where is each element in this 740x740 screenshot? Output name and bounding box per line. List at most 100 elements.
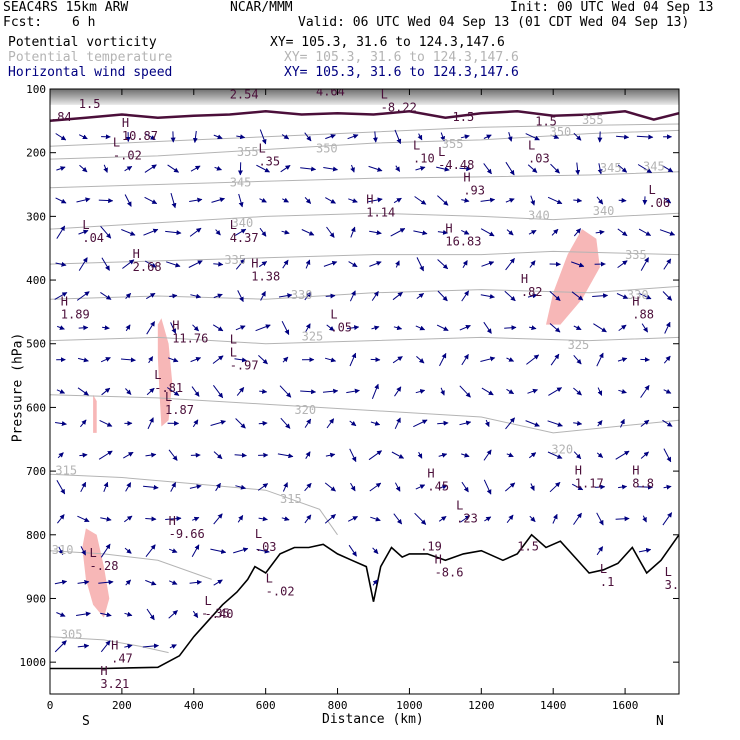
wind-vector xyxy=(125,388,132,395)
wind-vector xyxy=(347,134,359,140)
pv-extremum-label: H .47 xyxy=(111,638,133,665)
wind-vector xyxy=(57,325,65,330)
wind-vector xyxy=(685,482,695,491)
wind-vector xyxy=(617,260,628,269)
isentrope-line xyxy=(50,394,679,434)
isentrope-label: 320 xyxy=(551,442,573,456)
wind-vector xyxy=(325,293,336,299)
pv-extremum-label: 4.64 xyxy=(316,84,345,98)
wind-vector xyxy=(189,197,203,203)
wind-vector xyxy=(638,292,652,300)
wind-vector xyxy=(506,357,515,362)
wind-vector xyxy=(595,484,606,490)
wind-vector xyxy=(372,547,379,554)
wind-vector xyxy=(125,293,132,299)
wind-vector xyxy=(663,389,672,394)
wind-vector xyxy=(192,516,200,522)
wind-vector xyxy=(148,356,154,364)
wind-vector xyxy=(76,611,91,617)
wind-vector xyxy=(415,166,426,171)
wind-vector xyxy=(484,516,492,522)
wind-vector xyxy=(125,482,132,492)
wind-vector xyxy=(436,324,449,331)
pv-extremum-label: L -.81 xyxy=(154,368,183,395)
pv-label-line: 3.87 xyxy=(665,578,694,592)
legend-pv-name: Potential vorticity xyxy=(8,35,157,50)
high-pv-patch xyxy=(93,394,97,433)
wind-vector xyxy=(282,197,289,203)
wind-vector xyxy=(324,482,336,492)
pv-extremum-label: 1.5 xyxy=(535,114,557,128)
isentrope-label: 340 xyxy=(593,204,615,218)
wind-vector xyxy=(143,228,159,236)
x-axis-label: Distance (km) xyxy=(322,712,424,727)
wind-vector xyxy=(663,355,671,364)
wind-vector xyxy=(235,325,246,331)
pv-label-line: .19 xyxy=(420,540,442,554)
wind-vector xyxy=(484,419,490,428)
wind-vector xyxy=(685,515,694,522)
wind-vector xyxy=(481,387,494,396)
pv-label-line: -4.48 xyxy=(438,158,474,172)
pv-label-line: L xyxy=(330,307,337,321)
pv-label-line: .1 xyxy=(600,575,614,589)
isentrope-label: 330 xyxy=(291,288,313,302)
wind-vector xyxy=(77,643,90,649)
pv-label-line: 2.68 xyxy=(133,260,162,274)
wind-vector xyxy=(394,482,401,492)
isentrope-line xyxy=(50,550,212,580)
wind-vector xyxy=(417,451,423,459)
pv-extremum-label: H -9.66 xyxy=(169,514,205,541)
wind-vector xyxy=(640,451,649,459)
x-tick-label: 800 xyxy=(328,699,348,712)
wind-vector xyxy=(369,230,382,236)
wind-vector xyxy=(212,355,224,364)
wind-vector xyxy=(552,513,558,524)
wind-vector xyxy=(416,293,424,299)
wind-vector xyxy=(525,420,540,427)
pv-label-line: H xyxy=(445,221,452,235)
wind-vector xyxy=(78,229,89,235)
wind-vector xyxy=(55,197,67,204)
wind-vector xyxy=(437,290,448,302)
wind-vector xyxy=(529,515,536,522)
pv-label-line: L xyxy=(230,333,237,347)
wind-vector xyxy=(58,546,64,556)
wind-vector xyxy=(597,163,603,175)
wind-vector xyxy=(168,449,178,461)
wind-vector xyxy=(391,451,405,459)
wind-vector xyxy=(392,291,403,301)
wind-vector xyxy=(460,515,471,523)
wind-vector xyxy=(393,197,402,204)
wind-vector xyxy=(213,513,223,525)
wind-vector xyxy=(597,387,603,396)
isentrope-line xyxy=(50,123,679,147)
wind-vector xyxy=(100,543,111,558)
pv-extremum-label: L 1.87 xyxy=(165,390,194,417)
x-tick-label: 1000 xyxy=(396,699,423,712)
pv-label-line: .05 xyxy=(330,320,352,334)
pv-extremum-label: L -.28 xyxy=(90,546,119,573)
wind-vector xyxy=(238,193,244,208)
isentrope-label: 320 xyxy=(294,403,316,417)
pv-label-line: 4.64 xyxy=(316,84,345,98)
wind-vector xyxy=(78,257,88,271)
wind-vector xyxy=(124,611,133,617)
wind-vector xyxy=(390,228,406,237)
wind-vector xyxy=(167,387,180,396)
pv-label-line: L xyxy=(381,88,388,102)
wind-vector xyxy=(439,352,447,367)
wind-vector xyxy=(77,387,89,396)
pv-label-line: L xyxy=(258,142,265,156)
wind-vector xyxy=(664,321,671,334)
wind-vector xyxy=(370,516,381,522)
isentrope-label: 355 xyxy=(582,113,604,127)
wind-vector xyxy=(168,357,179,363)
wind-vector xyxy=(549,323,561,333)
wind-vector xyxy=(100,225,112,239)
wind-vector xyxy=(280,417,291,429)
wind-vector xyxy=(348,198,358,203)
pv-label-line: .23 xyxy=(456,511,478,525)
wind-vector xyxy=(324,357,337,363)
wind-vector xyxy=(689,130,690,144)
